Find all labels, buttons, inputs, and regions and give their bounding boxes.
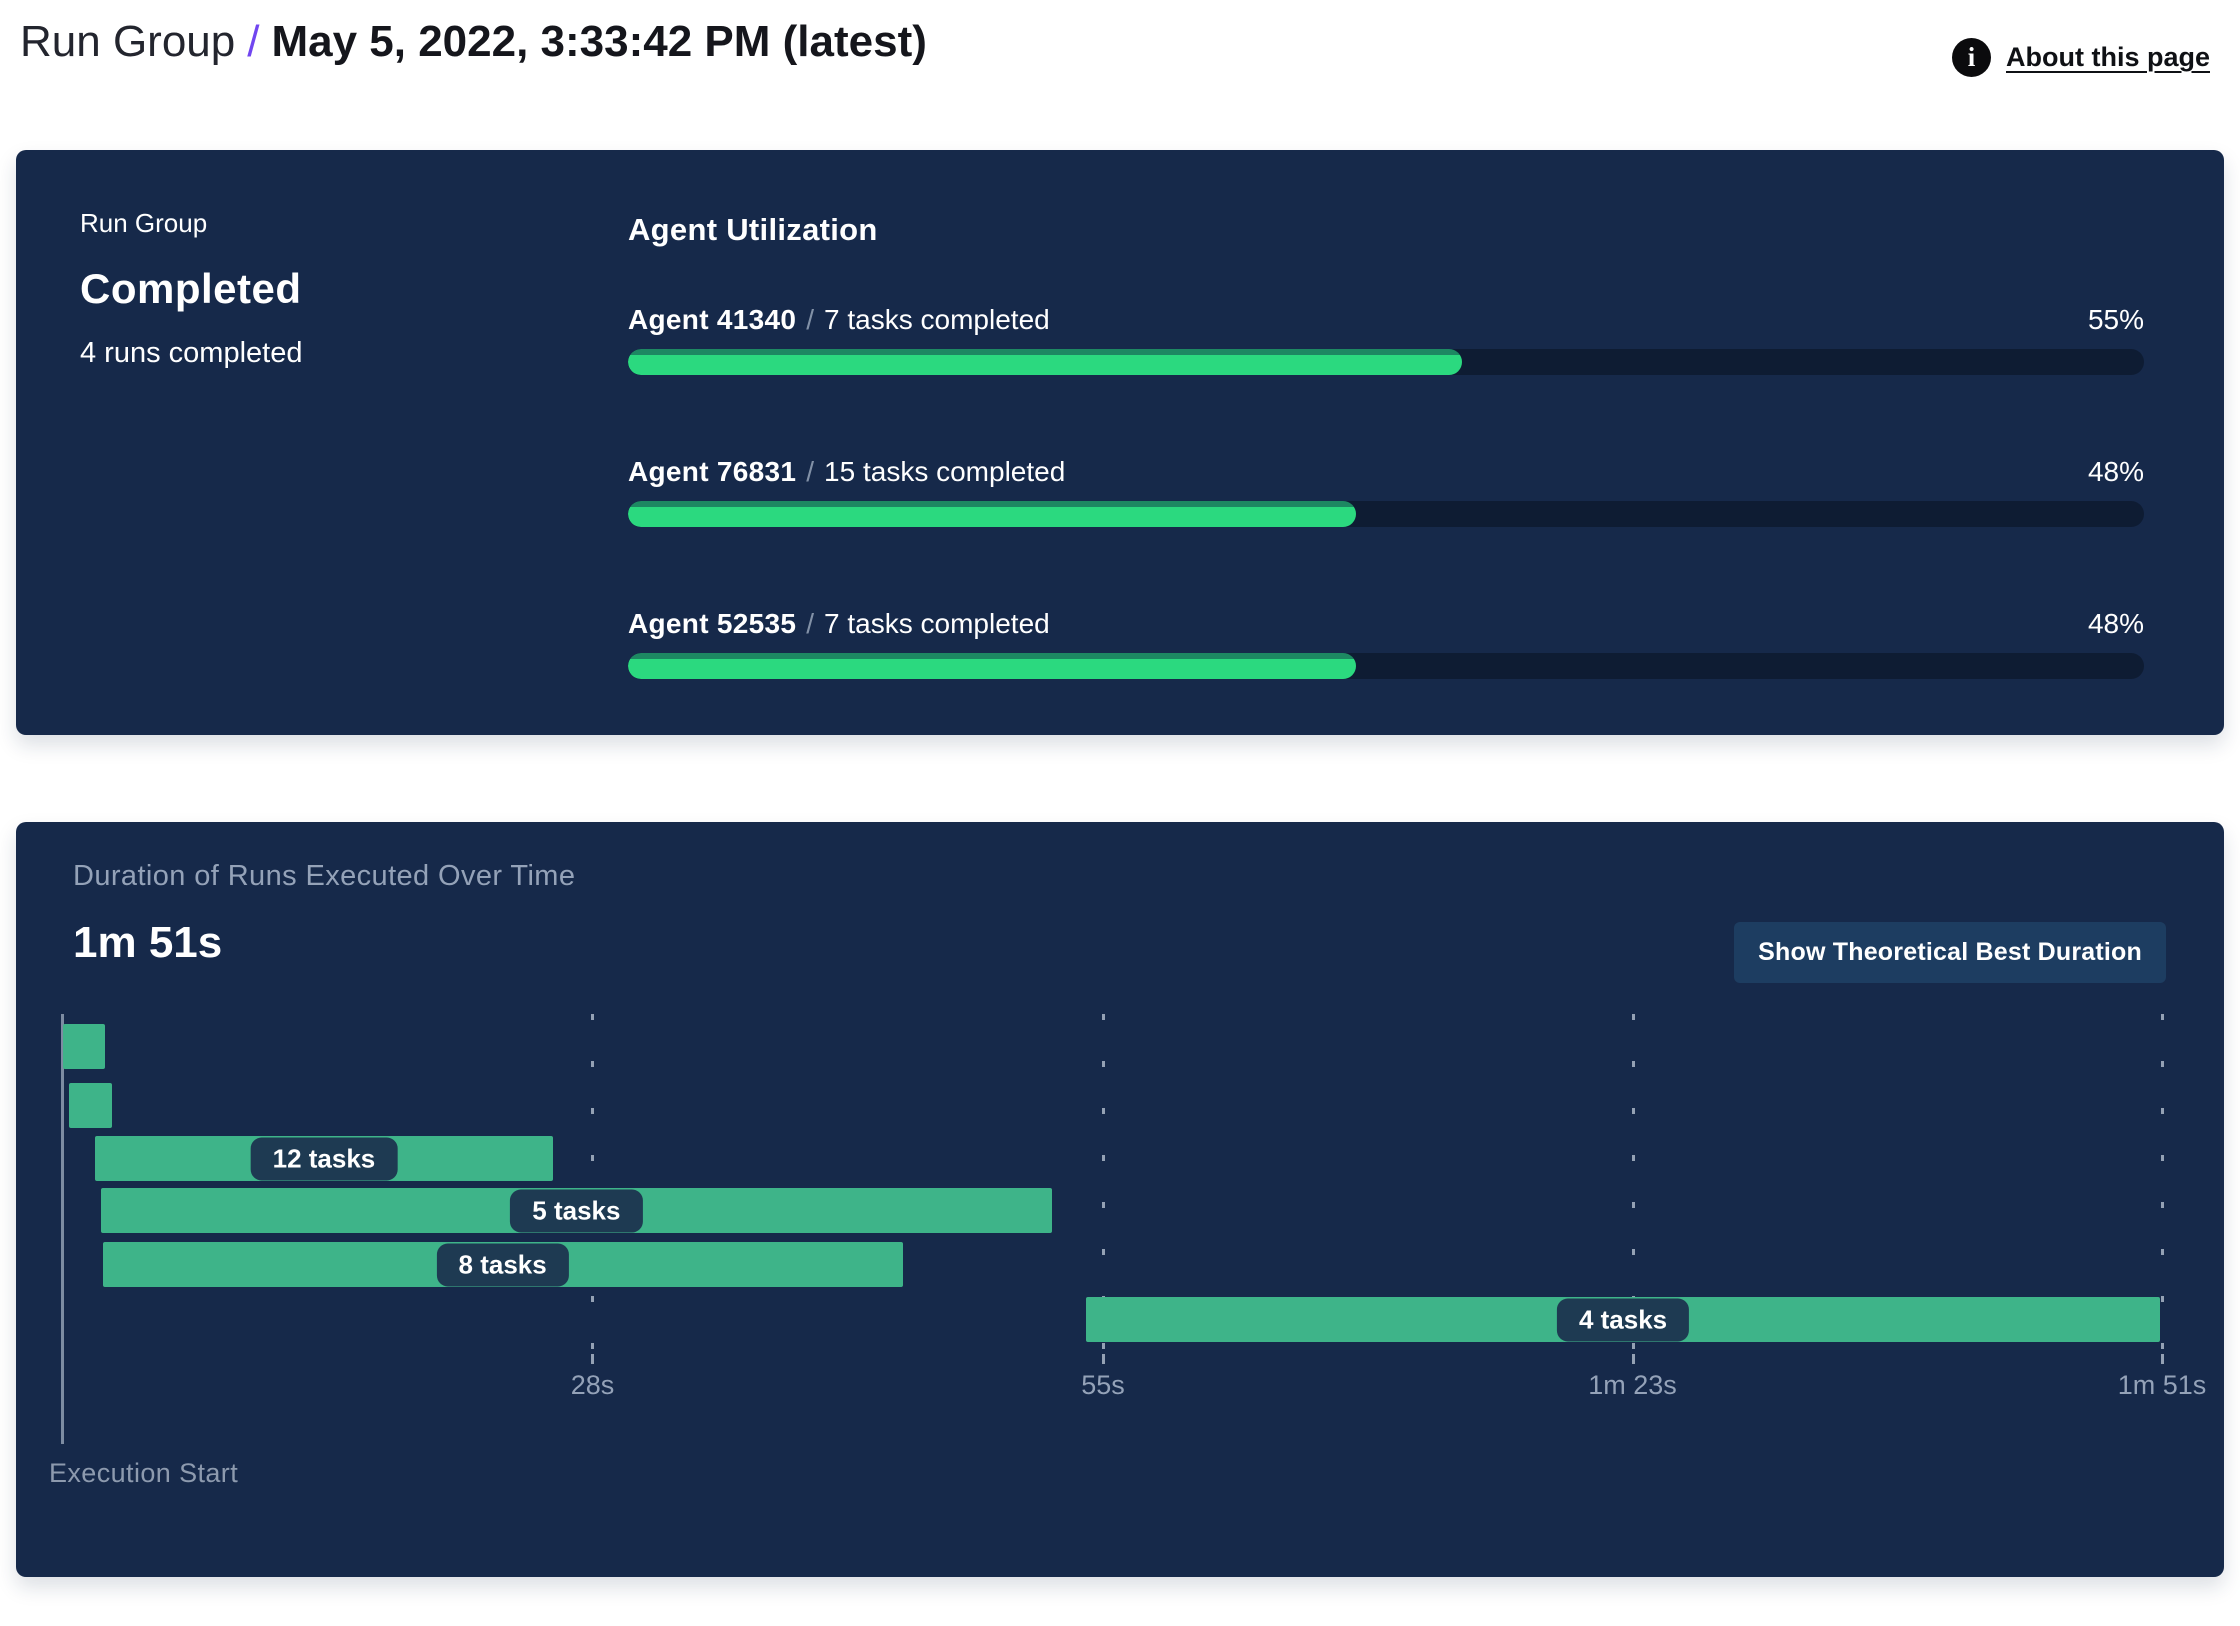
page-title: Run Group / May 5, 2022, 3:33:42 PM (lates… (20, 16, 927, 69)
utilization-bar-fill (628, 653, 1356, 679)
agent-name: Agent 76831 (628, 456, 797, 487)
agent-row-label: Agent 52535 / 7 tasks completed (628, 608, 1050, 640)
utilization-bar-track (628, 653, 2144, 679)
gridline (1631, 1014, 1635, 1350)
run-duration-bar[interactable]: 4 tasks (1086, 1297, 2161, 1342)
run-duration-bar[interactable]: 5 tasks (100, 1188, 1052, 1233)
run-group-status-block: Run Group Completed 4 runs completed (80, 208, 302, 370)
agent-tasks-completed: 7 tasks completed (824, 608, 1050, 639)
duration-chart-title: Duration of Runs Executed Over Time (73, 860, 576, 892)
agent-utilization-percent: 48% (2087, 608, 2144, 639)
agent-row-label: Agent 76831 / 15 tasks completed (628, 456, 1065, 488)
breadcrumb-separator: / (247, 17, 260, 66)
run-group-status: Completed (80, 265, 302, 312)
info-icon: i (1952, 38, 1991, 77)
agent-utilization-percent: 55% (2087, 304, 2144, 335)
axis-tick-label: 1m 51s (2117, 1370, 2207, 1400)
agent-label-separator: / (806, 608, 815, 639)
agent-label-separator: / (806, 304, 815, 335)
utilization-bar-track (628, 501, 2144, 527)
run-duration-bar[interactable] (63, 1024, 105, 1069)
page-header: Run Group / May 5, 2022, 3:33:42 PM (lates… (0, 0, 2240, 150)
axis-tick (2161, 1354, 2164, 1364)
agent-tasks-completed: 7 tasks completed (824, 304, 1050, 335)
runs-completed-count: 4 runs completed (80, 337, 303, 369)
utilization-bar-fill (628, 349, 1462, 375)
run-group-summary-panel: Run Group Completed 4 runs completed Age… (16, 150, 2224, 735)
run-group-label: Run Group (80, 208, 208, 238)
axis-tick (1102, 1354, 1106, 1364)
run-duration-bar[interactable]: 8 tasks (102, 1242, 903, 1287)
axis-tick-label: 28s (570, 1370, 615, 1400)
run-duration-bar[interactable]: 12 tasks (95, 1136, 553, 1181)
agent-name: Agent 41340 (628, 304, 797, 335)
about-this-page-link[interactable]: About this page (2006, 42, 2210, 72)
show-theoretical-best-duration-button[interactable]: Show Theoretical Best Duration (1734, 922, 2166, 983)
agent-row-label: Agent 41340 / 7 tasks completed (628, 304, 1050, 336)
agent-utilization-title: Agent Utilization (628, 212, 878, 247)
task-count-pill: 5 tasks (510, 1189, 643, 1232)
agent-utilization-percent: 48% (2087, 456, 2144, 487)
gridline (1102, 1014, 1106, 1350)
page-title-date: May 5, 2022, 3:33:42 PM (latest) (271, 17, 927, 66)
total-duration-value: 1m 51s (73, 918, 223, 967)
duration-panel: Duration of Runs Executed Over Time 1m 5… (16, 822, 2224, 1577)
axis-tick (591, 1354, 595, 1364)
execution-start-label: Execution Start (49, 1458, 239, 1488)
axis-tick-label: 1m 23s (1588, 1370, 1677, 1400)
task-count-pill: 12 tasks (250, 1137, 398, 1180)
execution-start-axis-line (61, 1014, 64, 1444)
run-duration-bar[interactable] (68, 1083, 113, 1128)
agent-name: Agent 52535 (628, 608, 797, 639)
agent-utilization-section: Agent Utilization Agent 41340 / 7 tasks co… (628, 212, 2144, 760)
axis-tick-label: 55s (1081, 1370, 1125, 1400)
agent-utilization-row: Agent 76831 / 15 tasks completed 48% (628, 456, 2144, 527)
gridline (2161, 1014, 2164, 1350)
axis-tick (1631, 1354, 1635, 1364)
about-this-page[interactable]: i About this page (1952, 38, 2210, 77)
task-count-pill: 4 tasks (1556, 1298, 1690, 1341)
utilization-bar-fill (628, 501, 1356, 527)
agent-label-separator: / (806, 456, 815, 487)
agent-tasks-completed: 15 tasks completed (824, 456, 1066, 487)
utilization-bar-track (628, 349, 2144, 375)
task-count-pill: 8 tasks (436, 1243, 569, 1286)
breadcrumb-run-group[interactable]: Run Group (20, 17, 236, 66)
gantt-chart: 28s 55s 1m 23s 1m 51s 12 tasks 5 tasks 8 tasks… (61, 1014, 2206, 1444)
agent-utilization-row: Agent 52535 / 7 tasks completed 48% (628, 608, 2144, 679)
gridline (591, 1014, 595, 1350)
agent-utilization-row: Agent 41340 / 7 tasks completed 55% (628, 304, 2144, 375)
